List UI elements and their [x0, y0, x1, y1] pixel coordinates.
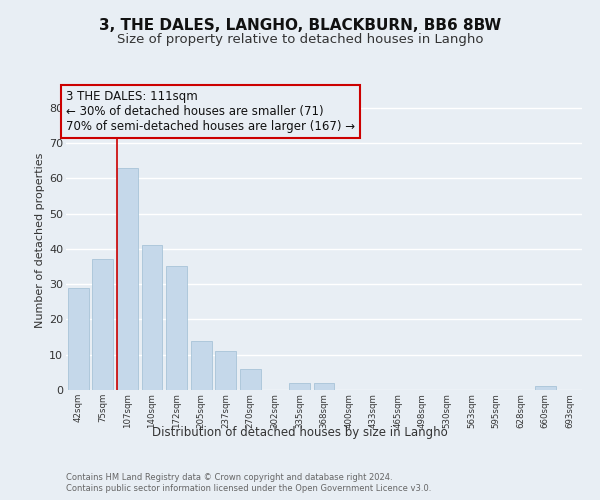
Bar — [117, 168, 138, 390]
Bar — [215, 351, 236, 390]
Bar — [535, 386, 556, 390]
Text: Distribution of detached houses by size in Langho: Distribution of detached houses by size … — [152, 426, 448, 439]
Text: Contains public sector information licensed under the Open Government Licence v3: Contains public sector information licen… — [66, 484, 431, 493]
Bar — [314, 383, 334, 390]
Bar — [166, 266, 187, 390]
Y-axis label: Number of detached properties: Number of detached properties — [35, 152, 45, 328]
Bar — [289, 383, 310, 390]
Text: 3, THE DALES, LANGHO, BLACKBURN, BB6 8BW: 3, THE DALES, LANGHO, BLACKBURN, BB6 8BW — [99, 18, 501, 32]
Text: Size of property relative to detached houses in Langho: Size of property relative to detached ho… — [117, 32, 483, 46]
Text: Contains HM Land Registry data © Crown copyright and database right 2024.: Contains HM Land Registry data © Crown c… — [66, 472, 392, 482]
Bar — [240, 369, 261, 390]
Bar — [191, 340, 212, 390]
Text: 3 THE DALES: 111sqm
← 30% of detached houses are smaller (71)
70% of semi-detach: 3 THE DALES: 111sqm ← 30% of detached ho… — [66, 90, 355, 133]
Bar — [92, 260, 113, 390]
Bar — [142, 246, 163, 390]
Bar — [68, 288, 89, 390]
